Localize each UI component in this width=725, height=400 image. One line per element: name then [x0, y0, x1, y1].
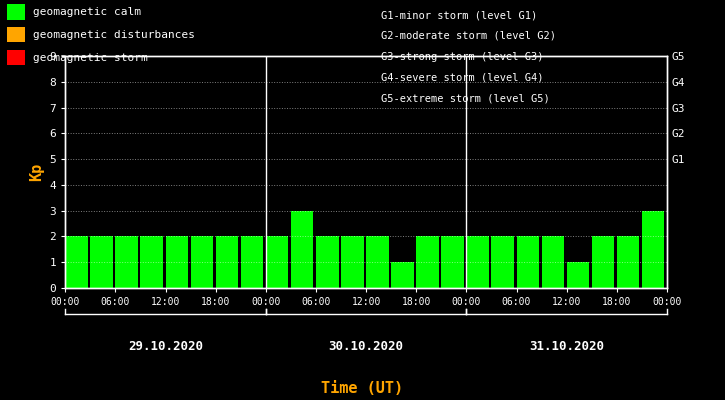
Text: G5-extreme storm (level G5): G5-extreme storm (level G5) [381, 93, 550, 103]
Bar [341, 236, 364, 288]
Bar [442, 236, 464, 288]
Bar [592, 236, 614, 288]
Text: G4-severe storm (level G4): G4-severe storm (level G4) [381, 72, 543, 82]
Bar [316, 236, 339, 288]
Bar [542, 236, 564, 288]
Bar [291, 211, 313, 288]
Bar [241, 236, 263, 288]
Bar [516, 236, 539, 288]
Text: 31.10.2020: 31.10.2020 [529, 340, 604, 353]
Text: G3-strong storm (level G3): G3-strong storm (level G3) [381, 52, 543, 62]
Bar [65, 236, 88, 288]
Bar [492, 236, 514, 288]
Bar [642, 211, 665, 288]
Bar [91, 236, 113, 288]
Bar [266, 236, 289, 288]
Text: Time (UT): Time (UT) [321, 381, 404, 396]
Bar [466, 236, 489, 288]
Text: geomagnetic calm: geomagnetic calm [33, 7, 141, 17]
Text: G2-moderate storm (level G2): G2-moderate storm (level G2) [381, 31, 555, 41]
Text: G1-minor storm (level G1): G1-minor storm (level G1) [381, 10, 537, 20]
Y-axis label: Kp: Kp [29, 163, 44, 181]
Bar [141, 236, 163, 288]
Bar [617, 236, 639, 288]
Text: 29.10.2020: 29.10.2020 [128, 340, 203, 353]
Text: geomagnetic disturbances: geomagnetic disturbances [33, 30, 194, 40]
Bar [567, 262, 589, 288]
Bar [191, 236, 213, 288]
Bar [115, 236, 138, 288]
Text: geomagnetic storm: geomagnetic storm [33, 53, 147, 63]
Text: 30.10.2020: 30.10.2020 [328, 340, 404, 353]
Bar [366, 236, 389, 288]
Bar [165, 236, 188, 288]
Bar [416, 236, 439, 288]
Bar [392, 262, 414, 288]
Bar [216, 236, 239, 288]
